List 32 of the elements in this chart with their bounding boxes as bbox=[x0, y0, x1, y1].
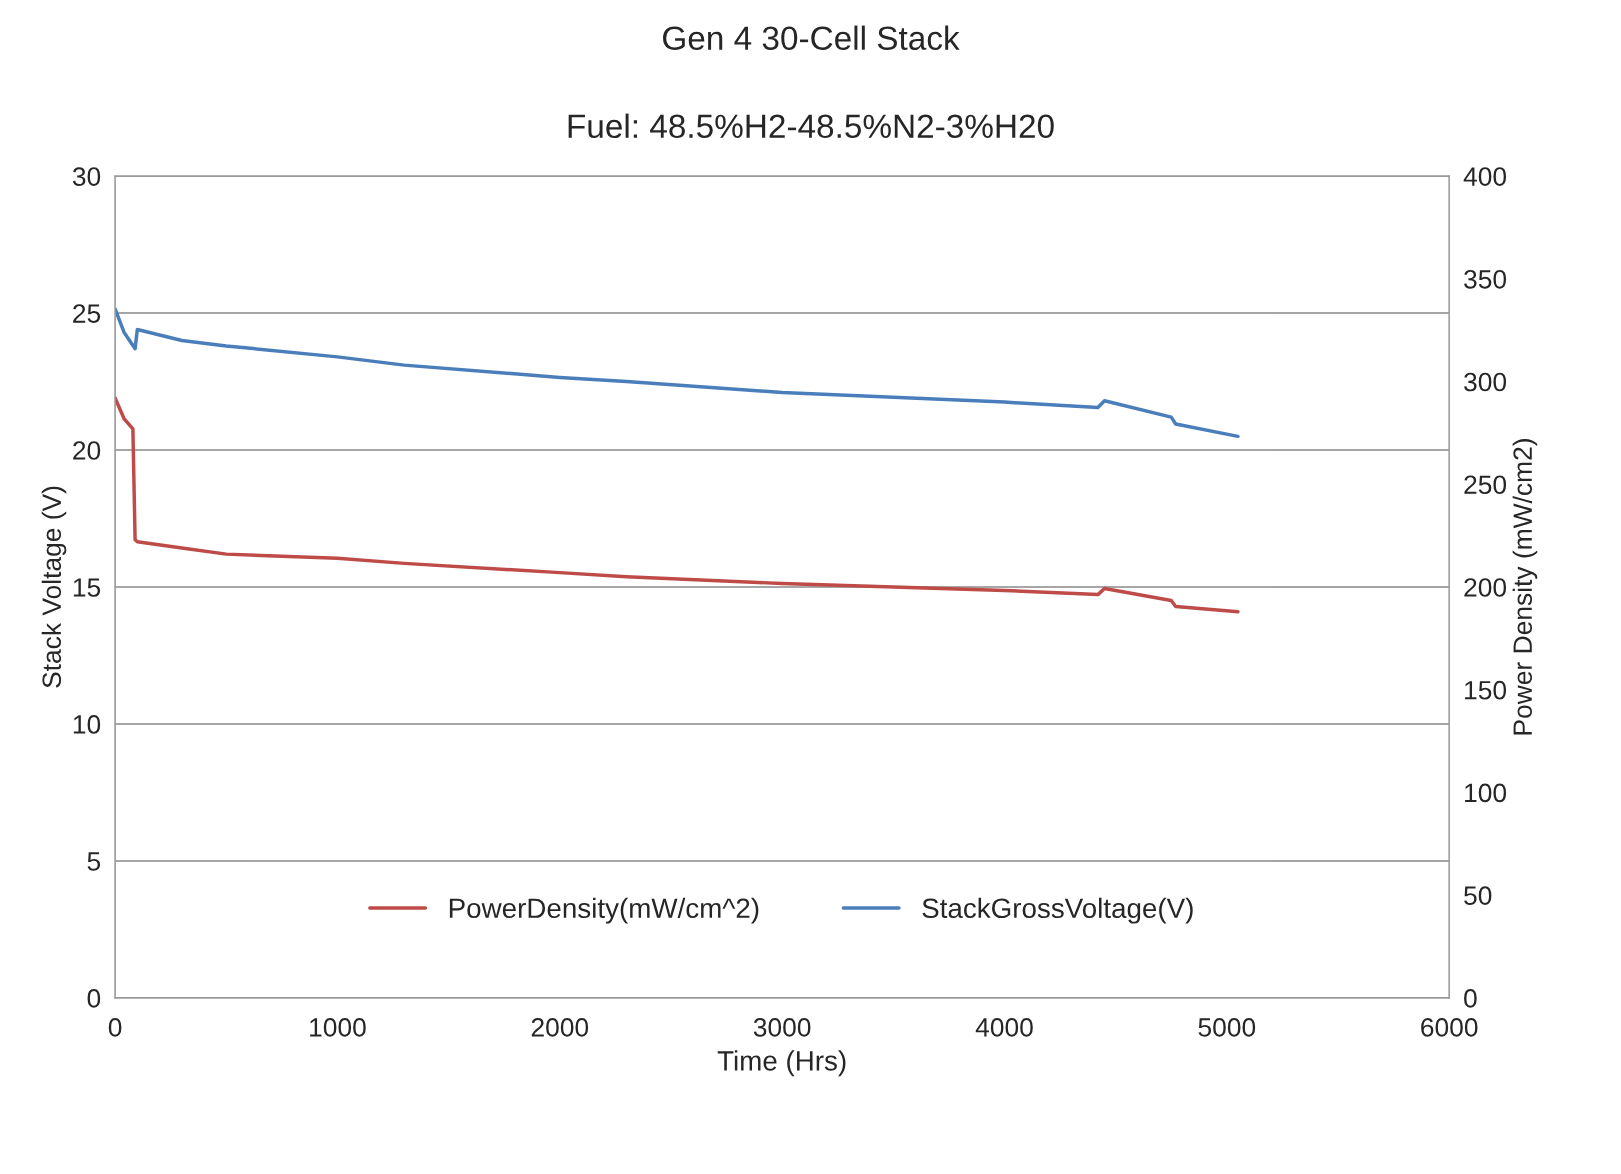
y-tick-label: 0 bbox=[87, 989, 101, 1008]
y2-tick-label: 200 bbox=[1464, 578, 1507, 597]
y-tick-label: 20 bbox=[73, 441, 101, 460]
y-tick-label: 25 bbox=[73, 304, 101, 323]
legend-label: StackGrossVoltage(V) bbox=[922, 897, 1193, 924]
y2-tick-label: 50 bbox=[1464, 886, 1492, 905]
y-tick-label: 30 bbox=[72, 167, 101, 186]
y2-tick-label: 300 bbox=[1464, 372, 1507, 392]
x-tick-label: 1000 bbox=[310, 1018, 366, 1037]
y2-tick-label: 150 bbox=[1465, 680, 1507, 700]
y-tick-label: 10 bbox=[73, 715, 101, 734]
x-tick-label: 2000 bbox=[531, 1018, 589, 1037]
chart-title: Gen 4 30-Cell Stack bbox=[663, 25, 960, 51]
line-series bbox=[115, 307, 1240, 439]
y-tick-label: 15 bbox=[73, 578, 101, 597]
x-tick-label: 6000 bbox=[1421, 1018, 1478, 1037]
x-tick-label: 5000 bbox=[1198, 1018, 1256, 1037]
x-tick-label: 4000 bbox=[975, 1018, 1033, 1037]
y2-axis-title: Power Density (mW/cm2) bbox=[1512, 439, 1538, 735]
x-tick-label: 0 bbox=[108, 1018, 122, 1037]
legend-label: PowerDensity(mW/cm^2) bbox=[449, 897, 759, 924]
y-tick-label: 5 bbox=[87, 852, 101, 871]
x-tick-label: 3000 bbox=[753, 1018, 811, 1037]
line-series bbox=[115, 396, 1240, 614]
y2-tick-label: 350 bbox=[1464, 269, 1507, 289]
chart-subtitle: Fuel: 48.5%H2-48.5%N2-3%H20 bbox=[568, 113, 1054, 139]
x-axis-title: Time (Hrs) bbox=[717, 1050, 846, 1077]
y2-tick-label: 400 bbox=[1463, 167, 1507, 186]
y2-tick-label: 0 bbox=[1464, 989, 1477, 1008]
y2-tick-label: 100 bbox=[1465, 783, 1507, 803]
y-axis-title: Stack Voltage (V) bbox=[41, 486, 67, 688]
y2-tick-label: 250 bbox=[1464, 475, 1507, 495]
